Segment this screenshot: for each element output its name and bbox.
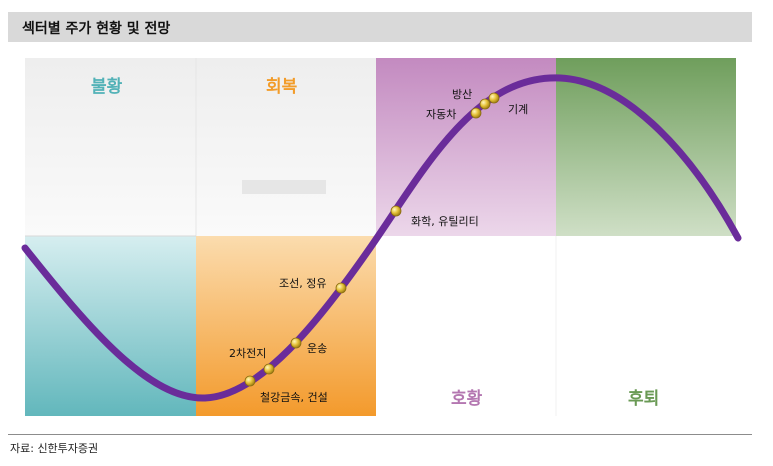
defense-dot (479, 98, 491, 110)
boom-bottom-panel (376, 236, 556, 416)
cycle-curve (21, 74, 742, 402)
battery-dot (263, 363, 275, 375)
sector-label-ship-refine: 조선, 정유 (279, 277, 327, 290)
source-note: 자료: 신한투자증권 (10, 442, 99, 455)
auto-dot (470, 107, 482, 119)
boom-top-panel (376, 58, 556, 236)
sector-label-defense: 방산 (452, 88, 473, 101)
sector-label-chem-util: 화학, 유틸리티 (411, 215, 479, 228)
title-bar: 섹터별 주가 현황 및 전망 (8, 12, 752, 42)
phase-recession-label: 불황 (91, 77, 123, 97)
footer-divider (8, 434, 752, 435)
machinery-dot (488, 92, 500, 104)
sector-label-battery: 2차전지 (229, 347, 267, 360)
sector-label-auto: 자동차 (426, 108, 457, 121)
chem-util-dot (390, 205, 402, 217)
page-title: 섹터별 주가 현황 및 전망 (22, 21, 171, 37)
phase-slowdown-label: 후퇴 (628, 389, 660, 409)
sector-label-machinery: 기계 (508, 103, 529, 116)
recovery-placeholder-bar (242, 180, 326, 194)
sector-label-steel-const: 철강금속, 건설 (260, 391, 328, 404)
recovery-bottom-panel (196, 236, 376, 416)
slowdown-top-panel (556, 58, 736, 236)
ship-refine-dot (335, 282, 347, 294)
phase-recovery-label: 회복 (266, 77, 298, 97)
sector-label-transport: 운송 (307, 342, 328, 355)
slowdown-bottom-panel (556, 236, 736, 416)
phase-boom-label: 호황 (451, 389, 483, 409)
recession-top-panel (25, 58, 196, 236)
recovery-top-panel (196, 58, 376, 236)
transport-dot (290, 337, 302, 349)
steel-const-dot (244, 375, 256, 387)
